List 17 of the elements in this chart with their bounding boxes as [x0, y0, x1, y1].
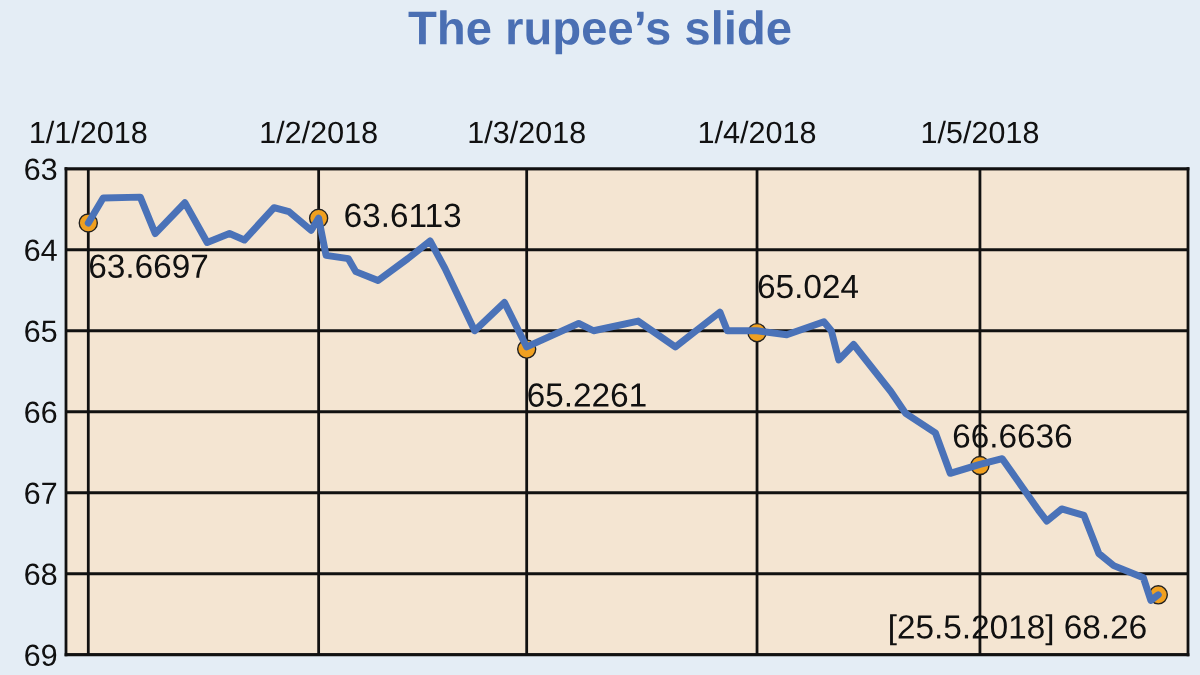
- x-tick-label: 1/2/2018: [261, 120, 377, 144]
- y-tick-label: 64: [25, 239, 57, 262]
- x-tick-label: 1/1/2018: [31, 120, 147, 144]
- y-tick-label: 63: [25, 158, 57, 181]
- y-tick-label: 69: [25, 644, 57, 667]
- x-tick-label: 1/4/2018: [699, 120, 816, 144]
- annotation: 65.024: [758, 274, 859, 299]
- annotation: 63.6697: [89, 254, 208, 279]
- x-tick-label: 1/3/2018: [469, 120, 585, 144]
- y-tick-label: 66: [25, 401, 57, 424]
- x-tick-label: 1/5/2018: [922, 120, 1039, 144]
- y-tick-label: 65: [25, 320, 57, 343]
- y-tick-label: 67: [25, 482, 57, 505]
- y-tick-label: 68: [25, 563, 57, 586]
- annotation: 63.6113: [345, 203, 461, 228]
- annotation: 65.2261: [528, 383, 646, 407]
- chart-title: The rupee’s slide: [408, 10, 791, 55]
